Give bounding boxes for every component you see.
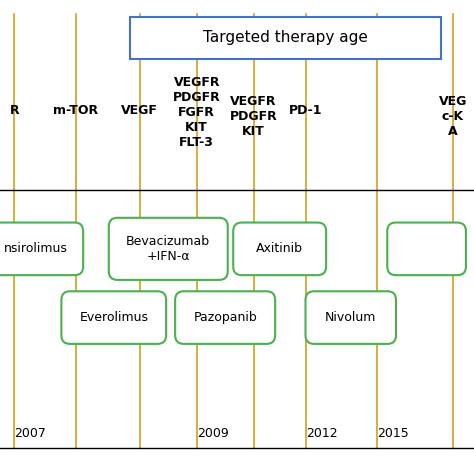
- Text: VEG
c-K
A: VEG c-K A: [438, 95, 467, 138]
- Text: VEGFR
PDGFR
KIT: VEGFR PDGFR KIT: [230, 95, 277, 138]
- FancyBboxPatch shape: [109, 218, 228, 280]
- FancyBboxPatch shape: [305, 291, 396, 344]
- FancyBboxPatch shape: [62, 291, 166, 344]
- Text: Everolimus: Everolimus: [79, 311, 148, 324]
- FancyBboxPatch shape: [0, 223, 83, 275]
- Text: Axitinib: Axitinib: [256, 242, 303, 255]
- FancyBboxPatch shape: [175, 291, 275, 344]
- Text: PD-1: PD-1: [289, 104, 322, 117]
- Text: nsirolimus: nsirolimus: [4, 242, 67, 255]
- Text: VEGF: VEGF: [121, 104, 158, 117]
- Text: 2015: 2015: [377, 427, 409, 440]
- Text: R: R: [9, 104, 19, 117]
- Text: Nivolum: Nivolum: [325, 311, 376, 324]
- Text: VEGFR
PDGFR
FGFR
KIT
FLT-3: VEGFR PDGFR FGFR KIT FLT-3: [173, 76, 220, 149]
- Text: Bevacizumab
+IFN-α: Bevacizumab +IFN-α: [126, 235, 210, 263]
- FancyBboxPatch shape: [233, 223, 326, 275]
- Text: 2012: 2012: [306, 427, 337, 440]
- Text: 2009: 2009: [197, 427, 228, 440]
- Text: m-TOR: m-TOR: [53, 104, 99, 117]
- FancyBboxPatch shape: [387, 223, 466, 275]
- Text: 2007: 2007: [14, 427, 46, 440]
- Text: Pazopanib: Pazopanib: [193, 311, 257, 324]
- Text: Targeted therapy age: Targeted therapy age: [203, 30, 368, 46]
- FancyBboxPatch shape: [130, 17, 441, 59]
